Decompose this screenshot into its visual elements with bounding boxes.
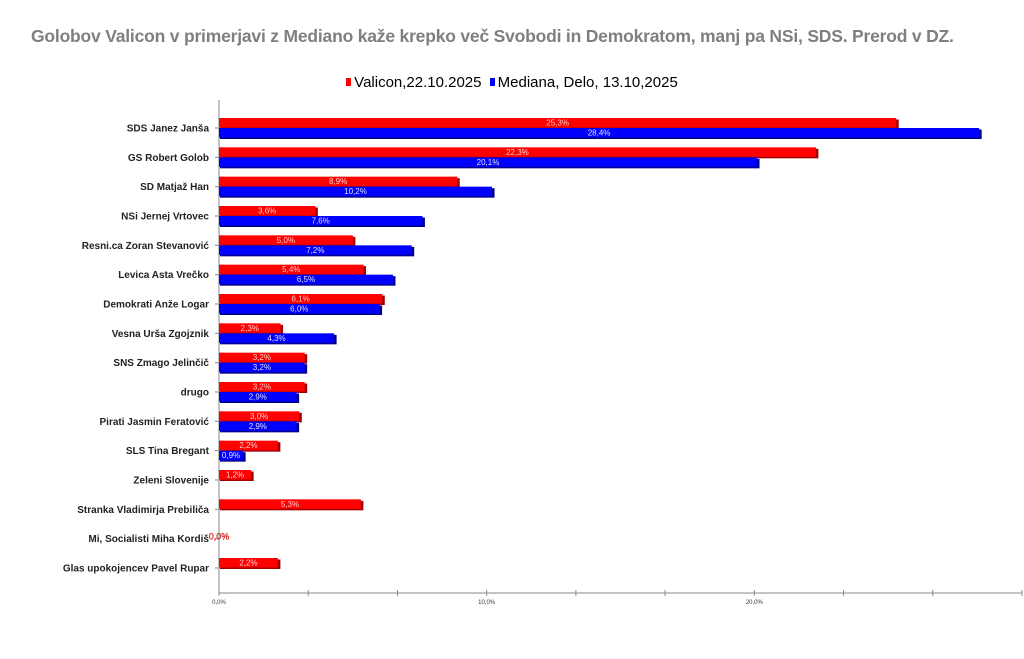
data-label: 22,3% xyxy=(506,148,529,157)
category-label: SD Matjaž Han xyxy=(140,182,209,193)
data-label: 6,1% xyxy=(292,295,310,304)
category-label: NSi Jernej Vrtovec xyxy=(121,212,209,223)
bar-valicon xyxy=(219,206,316,216)
x-tick-label: 0,0% xyxy=(212,600,226,606)
category-label: drugo xyxy=(181,388,209,399)
bar-valicon xyxy=(219,440,278,451)
data-label: 25,3% xyxy=(546,119,569,128)
data-label: 5,4% xyxy=(282,265,300,274)
data-label: 2,9% xyxy=(249,393,267,402)
category-label: SDS Janez Janša xyxy=(127,124,210,135)
bar-valicon xyxy=(219,235,353,245)
bar-valicon xyxy=(219,411,300,421)
data-label: 2,2% xyxy=(239,559,257,568)
bar-mediana xyxy=(219,186,493,197)
bar-mediana xyxy=(219,421,297,431)
x-tick-label: 20,0% xyxy=(746,600,764,606)
data-label: 6,0% xyxy=(290,305,308,314)
data-label: 2,3% xyxy=(241,324,259,333)
legend-label: Mediana, Delo, 13.10,2025 xyxy=(497,73,678,91)
data-label: 7,2% xyxy=(306,246,324,255)
category-label: Resni.ca Zoran Stevanović xyxy=(82,241,210,252)
bar-valicon xyxy=(219,264,364,275)
bar-valicon xyxy=(219,558,278,568)
bar-valicon xyxy=(219,176,458,187)
bar-valicon xyxy=(219,470,252,480)
bar-valicon xyxy=(219,118,897,128)
category-label: Levica Asta Vrečko xyxy=(118,270,209,281)
bar-valicon xyxy=(219,147,816,157)
data-label: 3,2% xyxy=(253,353,271,362)
category-label: Demokrati Anže Logar xyxy=(103,300,209,311)
category-label: Mi, Socialisti Miha Kordiš xyxy=(88,534,209,545)
bar-mediana xyxy=(219,333,335,343)
bar-mediana xyxy=(219,450,244,461)
data-label: 1,2% xyxy=(226,471,244,480)
legend-item-mediana: Mediana, Delo, 13.10,2025 xyxy=(489,73,678,91)
bar-valicon xyxy=(219,499,361,509)
bar-mediana xyxy=(219,245,412,255)
category-label: Glas upokojencev Pavel Rupar xyxy=(63,564,209,575)
data-label: 5,0% xyxy=(277,236,295,245)
bar-mediana xyxy=(219,157,758,167)
category-label: GS Robert Golob xyxy=(128,153,209,164)
category-label: Stranka Vladimirja Prebiliča xyxy=(77,505,209,516)
category-label: SNS Zmago Jelinčič xyxy=(113,358,209,369)
legend-swatch-red xyxy=(346,78,352,86)
data-label: 6,5% xyxy=(297,275,315,284)
bar-valicon xyxy=(219,352,305,363)
legend: Valicon,22.10.2025 Mediana, Delo, 13.10,… xyxy=(0,73,1024,91)
data-label: 0,0% xyxy=(209,532,230,542)
data-label: 3,2% xyxy=(253,383,271,392)
data-label: 3,6% xyxy=(258,207,276,216)
data-label: 3,0% xyxy=(250,412,268,421)
category-label: Vesna Urša Zgojznik xyxy=(112,329,210,340)
bar-valicon xyxy=(219,294,383,304)
legend-swatch-blue xyxy=(489,78,495,86)
legend-item-valicon: Valicon,22.10.2025 xyxy=(346,73,482,91)
data-label: 2,2% xyxy=(239,441,257,450)
bar-mediana xyxy=(219,392,297,402)
data-label: 2,9% xyxy=(249,422,267,431)
bar-mediana xyxy=(219,216,423,226)
bar-mediana xyxy=(219,304,380,314)
category-label: SLS Tina Bregant xyxy=(126,446,210,457)
chart-title: Golobov Valicon v primerjavi z Mediano k… xyxy=(31,26,954,46)
data-label: 8,9% xyxy=(329,177,347,186)
bar-mediana xyxy=(219,128,980,138)
data-label: 10,2% xyxy=(344,187,367,196)
data-label: 20,1% xyxy=(477,158,500,167)
data-label: 4,3% xyxy=(267,334,285,343)
bar-mediana xyxy=(219,362,305,373)
x-tick-label: 10,0% xyxy=(478,600,496,606)
bar-valicon xyxy=(219,382,305,392)
data-label: 5,3% xyxy=(281,500,299,509)
data-label: 3,2% xyxy=(253,363,271,372)
category-label: Pirati Jasmin Feratović xyxy=(100,417,210,428)
bar-mediana xyxy=(219,274,393,285)
legend-label: Valicon,22.10.2025 xyxy=(354,73,482,91)
category-label: Zeleni Slovenije xyxy=(133,476,209,487)
data-label: 7,6% xyxy=(312,217,330,226)
data-label: 28,4% xyxy=(588,129,611,138)
bar-valicon xyxy=(219,323,281,333)
data-label: 0,9% xyxy=(222,451,240,460)
